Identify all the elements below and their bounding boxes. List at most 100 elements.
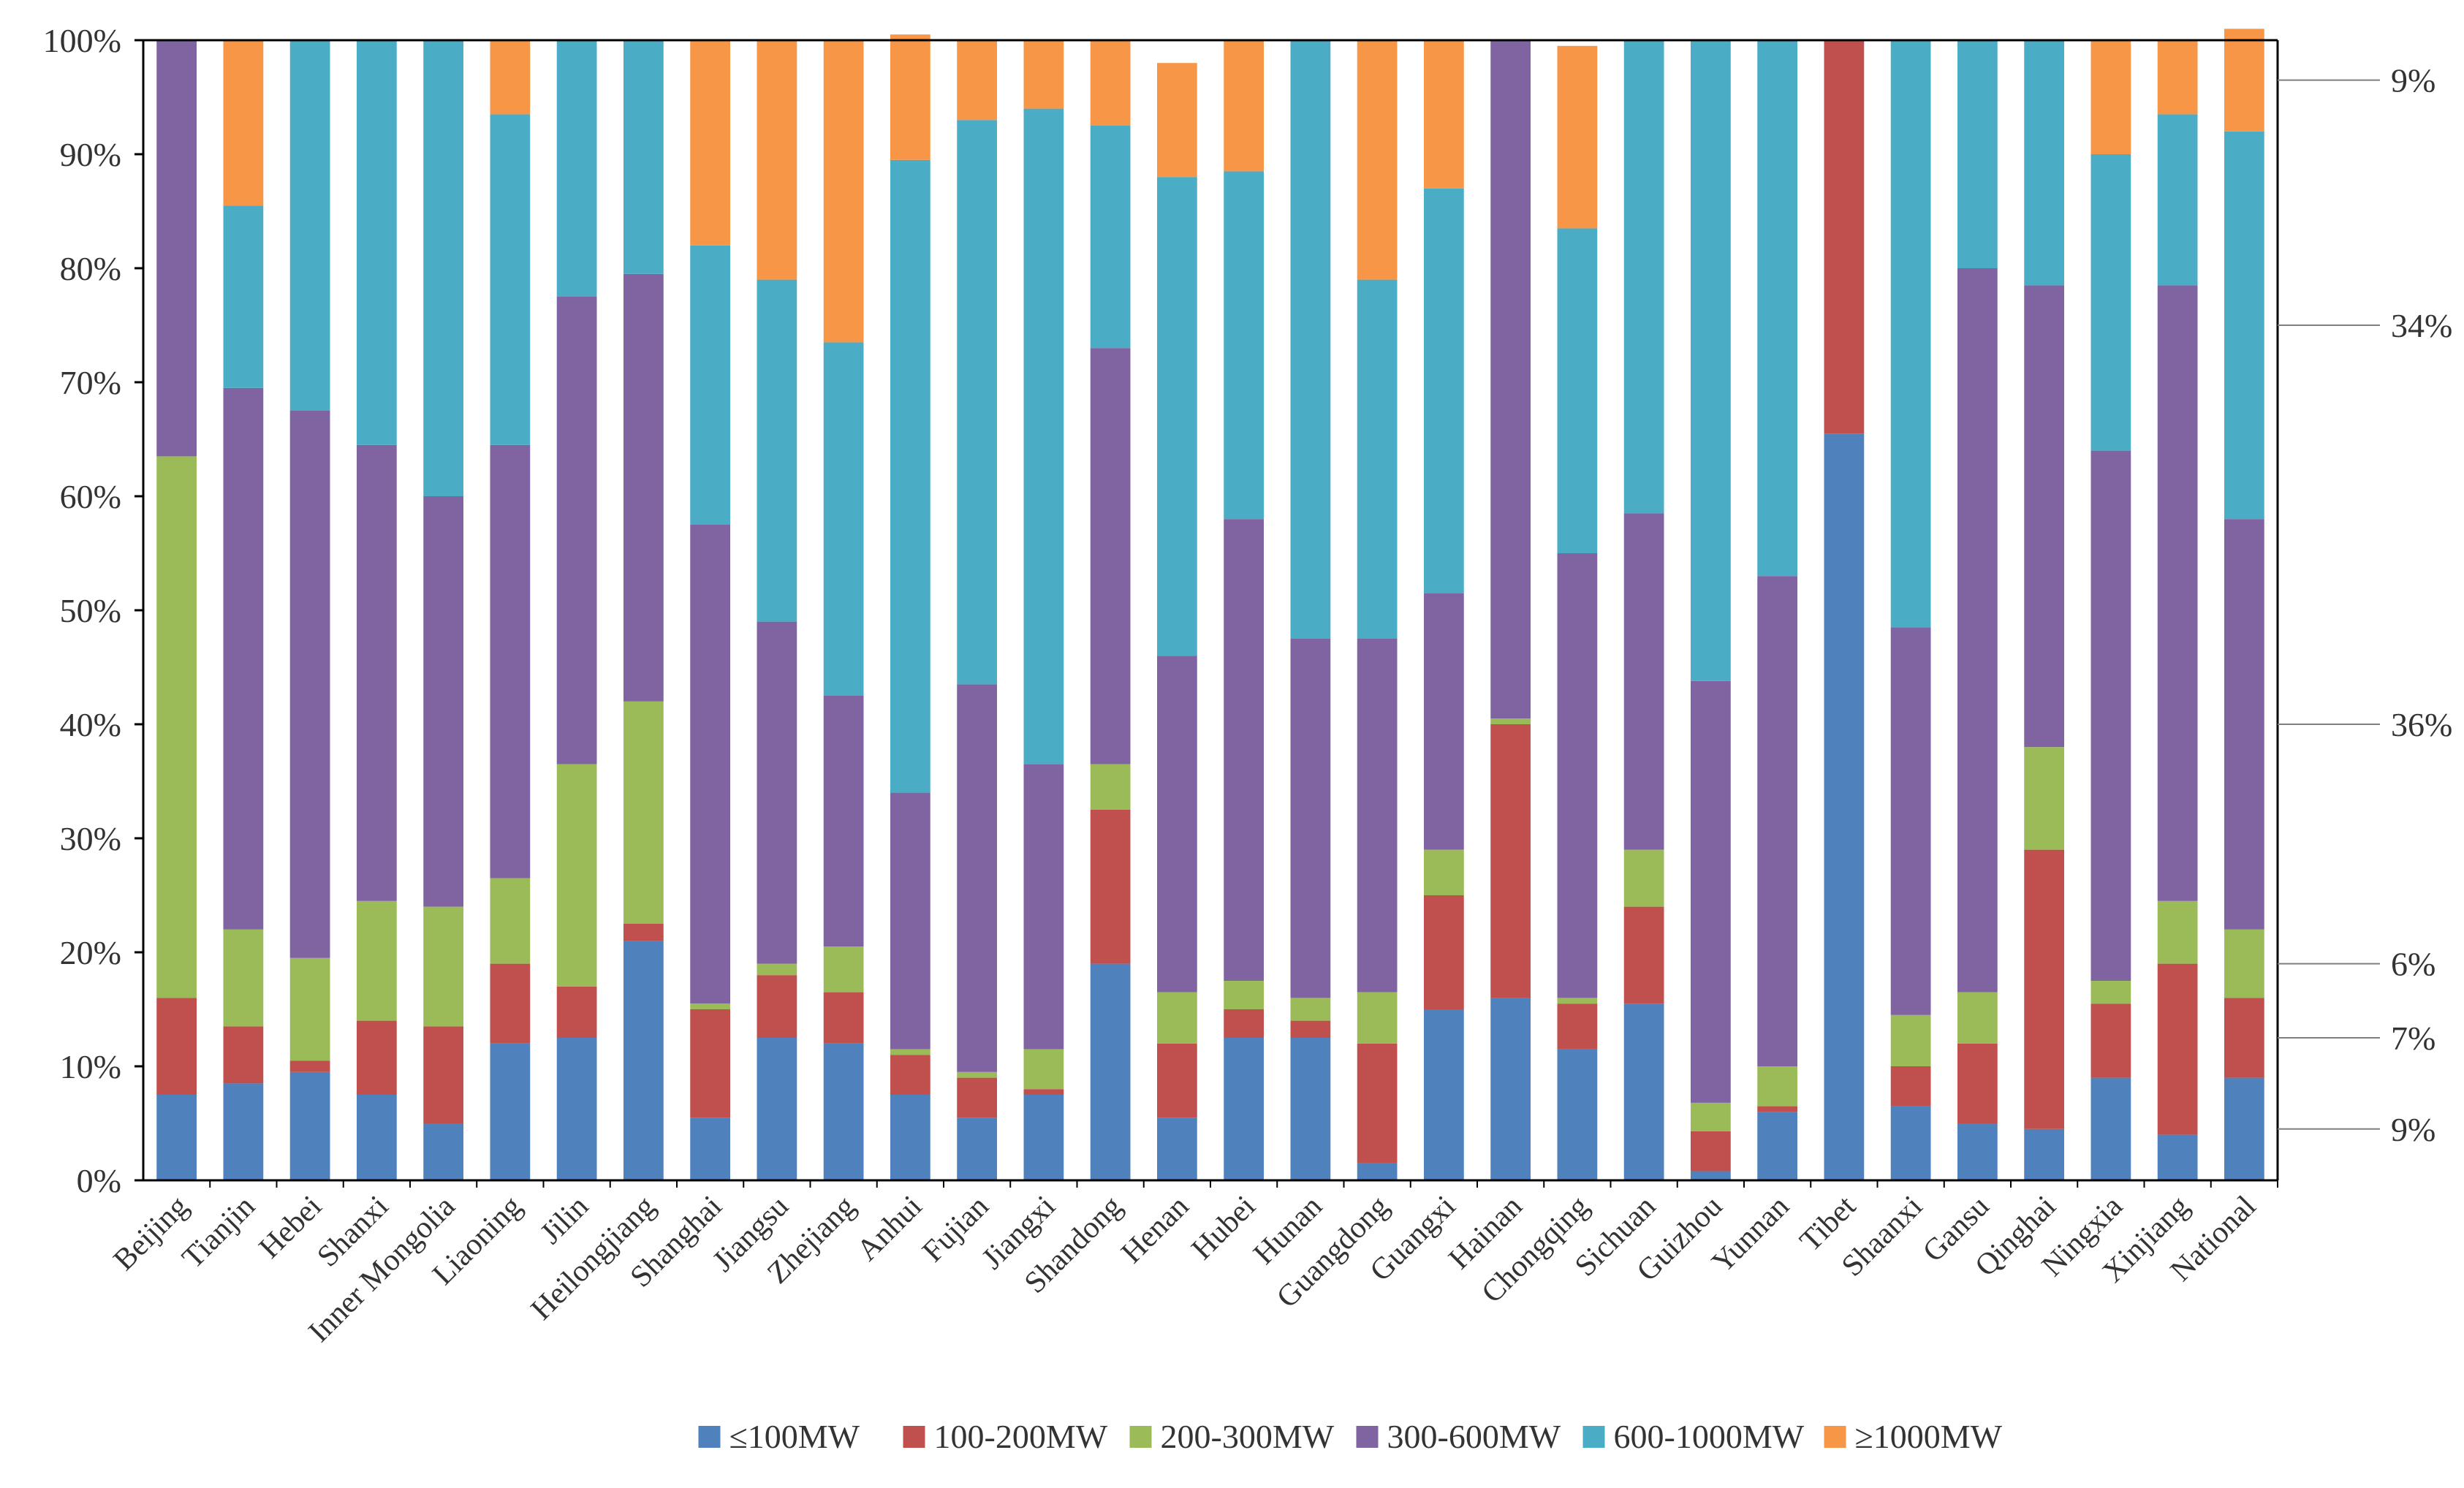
bar-segment-15-3 (1157, 656, 1197, 992)
bar-segment-17-3 (1290, 639, 1331, 998)
bar-segment-31-3 (2224, 519, 2264, 930)
bar-segment-29-5 (2090, 40, 2131, 154)
bar-segment-5-5 (490, 40, 531, 115)
bar-segment-21-1 (1557, 1003, 1598, 1049)
bar-segment-23-3 (1691, 680, 1731, 1103)
bar-segment-2-4 (289, 40, 330, 411)
bar-segment-15-5 (1157, 63, 1197, 178)
bar-segment-6-1 (556, 986, 597, 1038)
bar-segment-1-1 (223, 1026, 264, 1084)
bar-segment-27-3 (1957, 268, 1998, 992)
legend-swatch (1356, 1426, 1379, 1448)
bar-segment-0-2 (156, 456, 197, 998)
bar-segment-2-0 (289, 1071, 330, 1180)
y-tick-label: 0% (77, 1162, 121, 1199)
y-tick-label: 20% (60, 934, 121, 971)
bar-segment-13-2 (1023, 1049, 1064, 1090)
bar-segment-31-0 (2224, 1077, 2264, 1180)
annotation-label: 36% (2391, 706, 2452, 743)
bar-segment-30-4 (2157, 114, 2198, 286)
bar-segment-19-3 (1424, 593, 1464, 850)
legend-swatch (1824, 1426, 1846, 1448)
bar-segment-29-0 (2090, 1077, 2131, 1180)
bar-segment-9-2 (757, 963, 797, 976)
annotation-label: 6% (2391, 946, 2435, 983)
bar-segment-10-3 (823, 696, 864, 947)
bar-segment-6-2 (556, 764, 597, 987)
bar-segment-12-5 (957, 40, 997, 121)
bar-segment-26-3 (1890, 627, 1931, 1015)
bar-segment-30-2 (2157, 900, 2198, 964)
bar-segment-21-3 (1557, 553, 1598, 998)
bar-segment-1-0 (223, 1083, 264, 1180)
bar-segment-4-2 (423, 906, 463, 1027)
bar-segment-18-3 (1357, 639, 1398, 992)
bar-segment-27-1 (1957, 1043, 1998, 1123)
bar-segment-9-5 (757, 40, 797, 280)
bar-segment-28-1 (2024, 849, 2064, 1129)
bar-segment-10-0 (823, 1043, 864, 1180)
bar-segment-14-2 (1090, 764, 1131, 810)
legend-label: 300-600MW (1387, 1418, 1561, 1455)
bar-segment-15-0 (1157, 1117, 1197, 1180)
bar-segment-14-5 (1090, 40, 1131, 126)
bar-segment-11-0 (890, 1095, 930, 1180)
bar-segment-15-4 (1157, 177, 1197, 656)
y-tick-label: 90% (60, 136, 121, 173)
bar-segment-8-0 (690, 1117, 730, 1180)
bar-segment-11-1 (890, 1055, 930, 1095)
bar-segment-17-4 (1290, 40, 1331, 639)
bar-segment-0-3 (156, 40, 197, 457)
bar-segment-22-4 (1623, 40, 1664, 514)
bar-segment-21-5 (1557, 45, 1598, 229)
bar-segment-28-4 (2024, 40, 2064, 286)
bar-segment-5-0 (490, 1043, 531, 1180)
bar-segment-3-2 (357, 900, 397, 1021)
bar-segment-16-0 (1224, 1038, 1264, 1180)
annotation-label: 9% (2391, 1111, 2435, 1148)
y-tick-label: 50% (60, 592, 121, 629)
bar-segment-31-5 (2224, 29, 2264, 132)
bar-segment-6-4 (556, 40, 597, 297)
bar-segment-5-2 (490, 878, 531, 964)
bar-segment-23-1 (1691, 1131, 1731, 1172)
bar-segment-4-4 (423, 40, 463, 496)
bar-segment-18-5 (1357, 40, 1398, 280)
bar-segment-7-3 (623, 273, 664, 702)
bar-segment-18-2 (1357, 992, 1398, 1044)
bar-segment-11-3 (890, 792, 930, 1049)
bar-segment-12-2 (957, 1071, 997, 1078)
legend-label: ≥1000MW (1855, 1418, 2003, 1455)
legend-swatch (1582, 1426, 1605, 1448)
bar-segment-19-0 (1424, 1009, 1464, 1180)
bar-segment-9-1 (757, 975, 797, 1038)
bar-segment-22-1 (1623, 906, 1664, 1004)
legend: ≤100MW 100-200MW 200-300MW 300-600MW 600-100… (698, 1418, 2003, 1455)
bar-segment-21-2 (1557, 998, 1598, 1004)
bar-segment-10-5 (823, 40, 864, 343)
bar-segment-11-2 (890, 1049, 930, 1055)
legend-label: 100-200MW (934, 1418, 1108, 1455)
bar-segment-10-1 (823, 992, 864, 1044)
bar-segment-20-3 (1490, 40, 1531, 719)
bar-segment-25-1 (1824, 40, 1865, 434)
bar-segment-7-2 (623, 701, 664, 924)
bar-segment-13-5 (1023, 40, 1064, 109)
legend-swatch (698, 1426, 721, 1448)
bar-segment-7-1 (623, 924, 664, 941)
bar-segment-6-0 (556, 1038, 597, 1180)
bar-segment-24-0 (1757, 1112, 1797, 1180)
national-share-annotations: 9% 34% 36% 6% 7% 9% (2278, 62, 2452, 1148)
x-tick-label: Henan (1115, 1190, 1195, 1270)
bar-segment-13-4 (1023, 108, 1064, 764)
legend-label: 600-1000MW (1614, 1418, 1805, 1455)
bar-segment-31-2 (2224, 929, 2264, 998)
y-tick-label: 40% (60, 706, 121, 743)
bar-segment-1-5 (223, 40, 264, 206)
annotation-label: 34% (2391, 307, 2452, 344)
legend-label: 200-300MW (1161, 1418, 1335, 1455)
bar-segment-5-3 (490, 444, 531, 878)
bar-segment-18-4 (1357, 279, 1398, 639)
bar-segment-19-2 (1424, 849, 1464, 895)
